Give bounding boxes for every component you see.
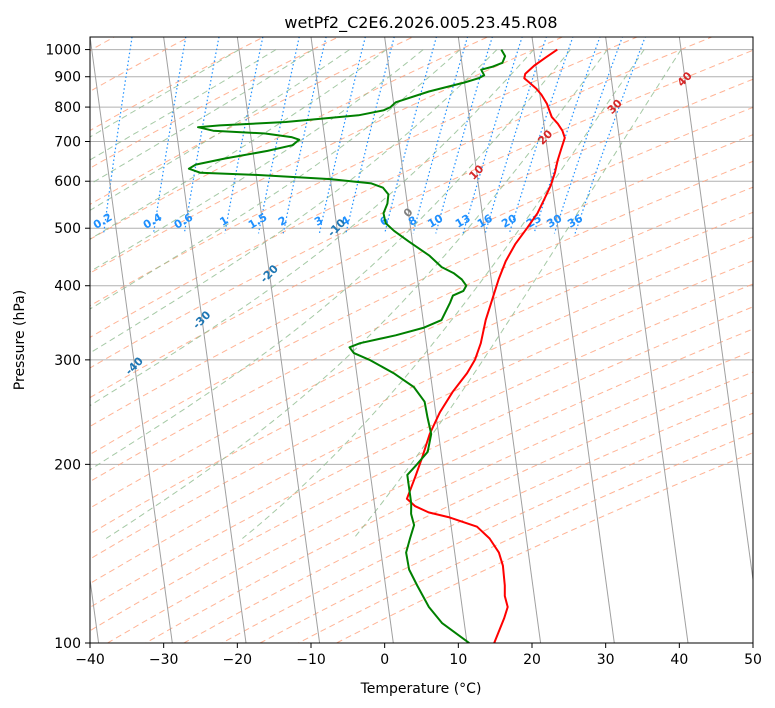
y-tick-label: 1000: [45, 43, 81, 59]
isotherm-line: [678, 37, 753, 584]
dewpoint-profile-line: [187, 49, 507, 643]
dry-adiabat-line: [90, 49, 753, 369]
mixing-ratio-line: [553, 37, 624, 234]
x-tick-label: 0: [380, 652, 389, 668]
isotherm-line: [531, 37, 615, 643]
moist-adiabats: [90, 49, 682, 539]
isotherm-line: [163, 37, 247, 643]
mixing-ratio-line: [484, 37, 547, 234]
dry-adiabat-line: [90, 260, 753, 585]
dry-adiabat-line: [90, 37, 564, 274]
moist-adiabat-line: [90, 49, 571, 471]
mixing-ratio-line: [533, 37, 601, 234]
isotherm-line: [384, 37, 468, 643]
y-tick-label: 500: [54, 221, 81, 237]
mixing-ratio-line: [224, 37, 264, 234]
y-axis-label: Pressure (hPa): [12, 290, 28, 390]
mixing-ratio-line: [574, 37, 646, 234]
dry-adiabat-line: [90, 134, 753, 456]
x-tick-label: −10: [296, 652, 326, 668]
mixing-ratio-line: [345, 37, 395, 234]
x-tick-label: 20: [523, 652, 541, 668]
y-tick-label: 600: [54, 174, 81, 190]
x-axis-ticks: −40 −30 −20 −10 0 10 20 30 40 50: [75, 643, 762, 668]
x-tick-label: 40: [670, 652, 688, 668]
x-axis-label: Temperature (°C): [360, 681, 482, 697]
dry-adiabat-line: [182, 371, 753, 643]
y-axis-ticks: 100 200 300 400 500 600 700 800 900 1000: [45, 43, 90, 652]
x-tick-label: −30: [149, 652, 179, 668]
x-tick-label: 30: [597, 652, 615, 668]
isotherm-line: [605, 37, 689, 643]
dry-adiabat-line: [90, 37, 265, 132]
y-tick-label: 800: [54, 100, 81, 116]
moist-adiabat-line: [242, 49, 645, 539]
x-tick-label: −20: [223, 652, 253, 668]
isotherm-line: [310, 37, 394, 643]
dry-adiabat-line: [90, 186, 753, 509]
isotherm-line: [457, 37, 542, 643]
dry-adiabat-line: [90, 37, 489, 240]
moist-adiabat-line: [90, 49, 387, 240]
y-tick-label: 300: [54, 353, 81, 369]
moist-adiabat-line: [90, 49, 461, 310]
moist-adiabat-line: [90, 49, 535, 407]
dry-adiabat-line: [106, 328, 753, 643]
moist-adiabat-line: [90, 49, 424, 273]
dry-adiabat-line: [90, 306, 753, 632]
x-tick-label: −40: [75, 652, 105, 668]
plot-frame: [89, 36, 754, 644]
y-tick-label: 100: [54, 636, 81, 652]
profile-lines: [187, 48, 566, 643]
mixing-ratio-line: [183, 37, 220, 234]
dry-adiabat-line: [90, 211, 753, 535]
dry-adiabat-line: [90, 37, 190, 92]
y-tick-label: 700: [54, 134, 81, 150]
mixing-ratio-line: [103, 37, 133, 234]
moist-adiabat-line: [90, 49, 350, 211]
chart-title: wetPf2_C2E6.2026.005.23.45.R08: [284, 13, 557, 33]
y-tick-label: 900: [54, 70, 81, 86]
temperature-profile-line: [405, 48, 566, 643]
x-tick-label: 10: [449, 652, 467, 668]
mixing-ratio-line: [318, 37, 366, 234]
dry-adiabat-line: [90, 37, 639, 307]
x-tick-label: 50: [744, 652, 762, 668]
moist-adiabat-line: [90, 49, 313, 185]
y-tick-label: 400: [54, 279, 81, 295]
isotherm-line: [90, 37, 173, 643]
pressure-gridlines: [90, 49, 753, 643]
y-tick-label: 200: [54, 457, 81, 473]
dry-adiabat-line: [90, 37, 714, 338]
